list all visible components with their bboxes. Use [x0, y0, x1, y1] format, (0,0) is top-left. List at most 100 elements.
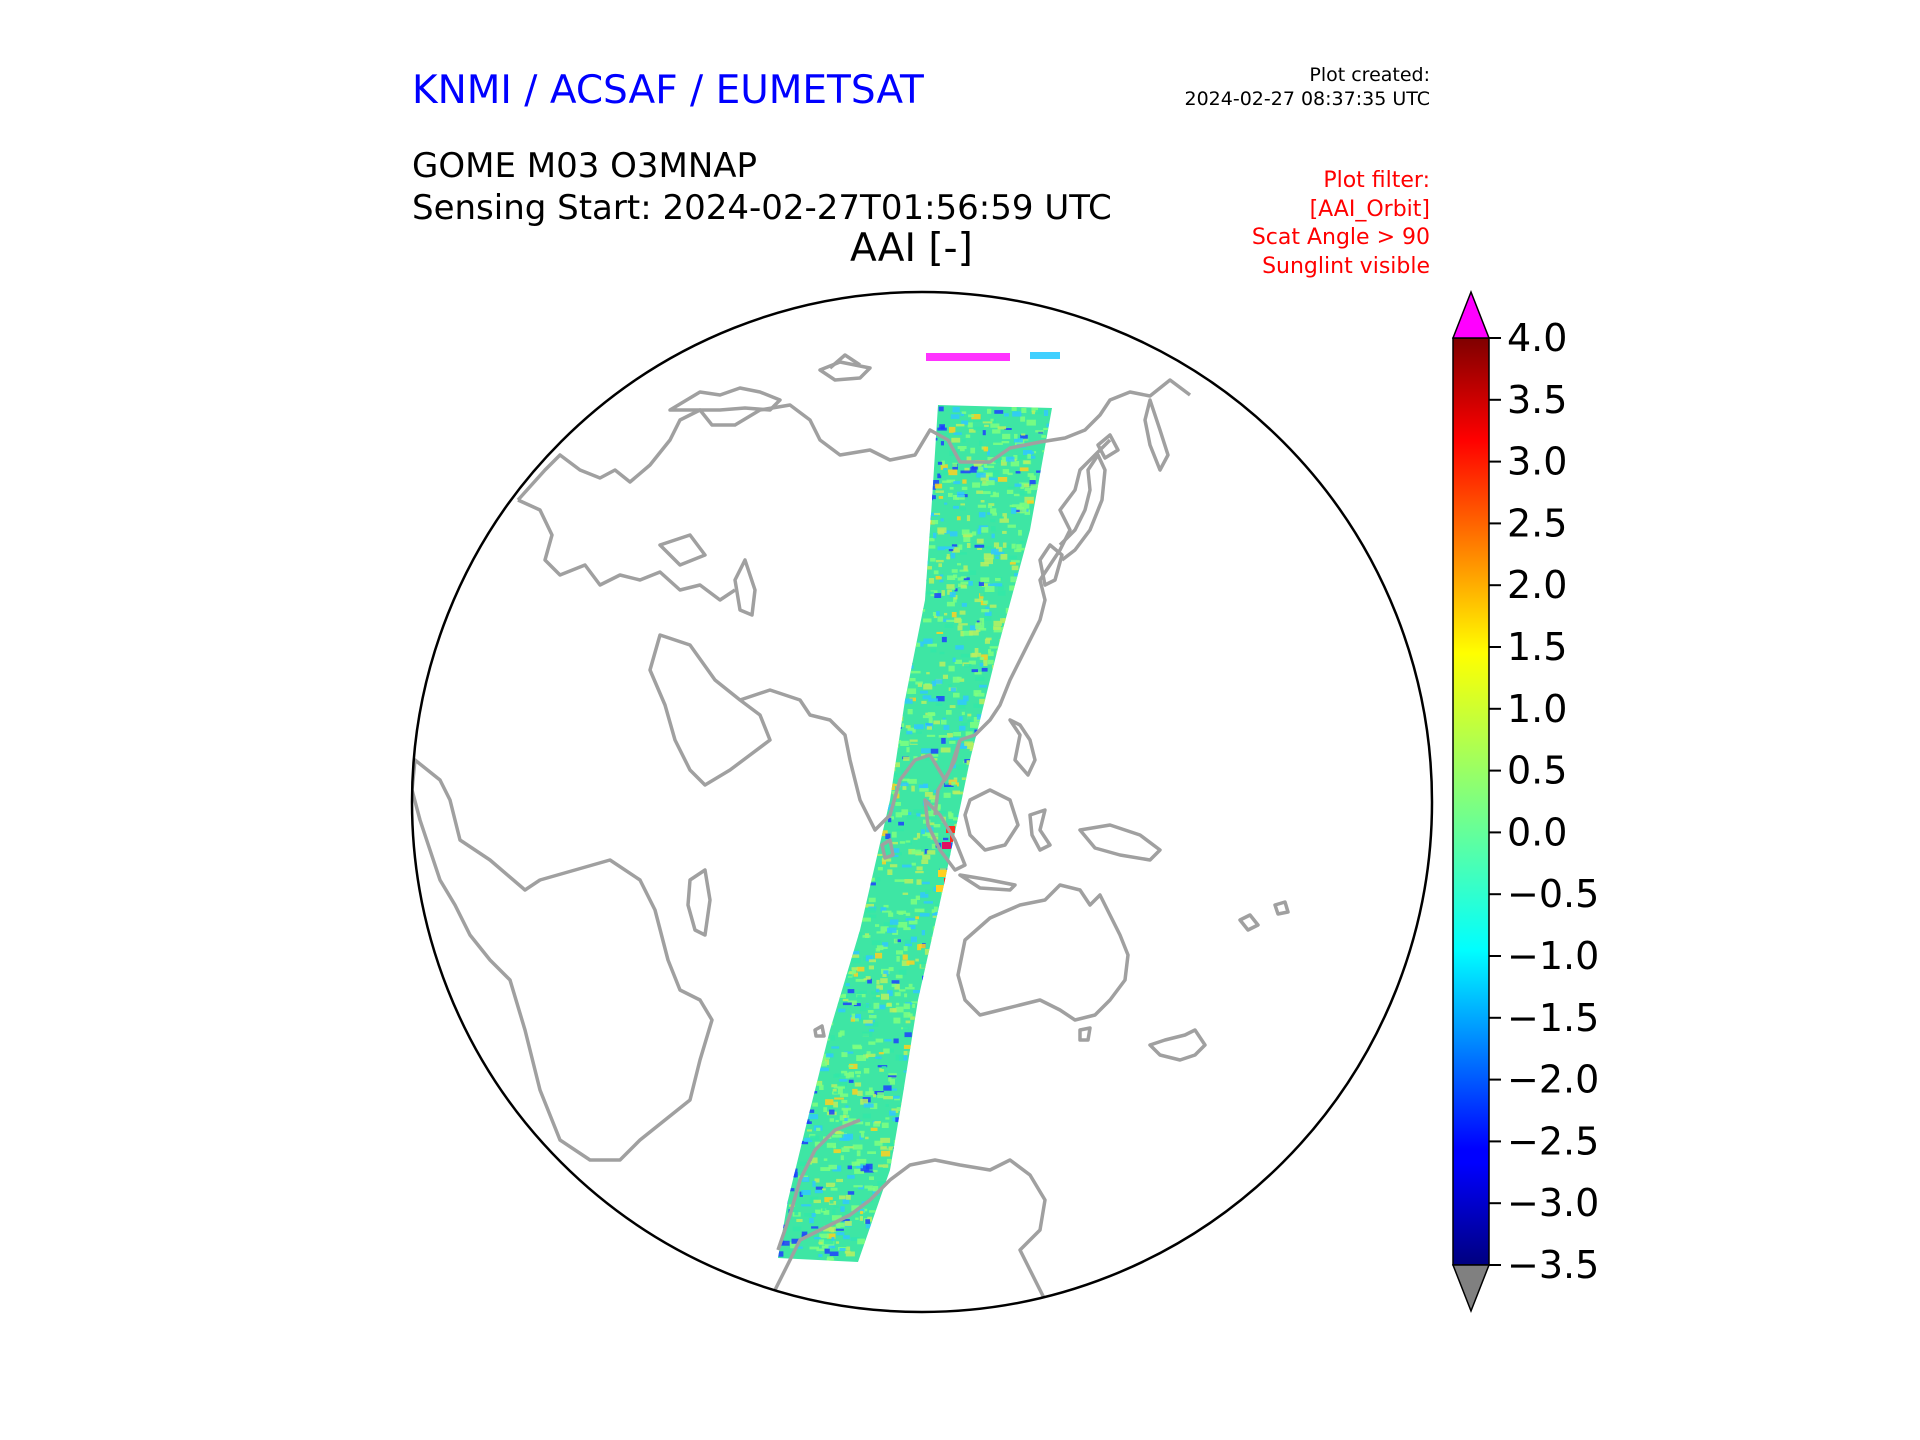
- swath-pixel: [841, 1099, 848, 1104]
- swath-pixel: [862, 1113, 871, 1119]
- swath-pixel: [1009, 504, 1014, 507]
- swath-pixel: [839, 1079, 848, 1082]
- swath-pixel: [825, 1053, 834, 1058]
- swath-pixel: [857, 1238, 865, 1245]
- swath-pixel: [959, 448, 965, 452]
- swath-pixel: [889, 1088, 897, 1091]
- swath-pixel: [961, 722, 968, 727]
- swath-pixel: [934, 512, 941, 516]
- swath-pixel: [1019, 491, 1028, 496]
- swath-pixel: [1012, 504, 1022, 507]
- swath-pixel: [1018, 529, 1022, 536]
- swath-pixel: [850, 1000, 857, 1005]
- swath-pixel: [887, 927, 897, 933]
- swath-pixel: [974, 598, 984, 603]
- colorbar-tick-label: −3.0: [1507, 1181, 1599, 1225]
- swath-pixel: [902, 778, 910, 782]
- swath-pixel: [801, 1204, 812, 1207]
- swath-pixel: [867, 1188, 876, 1191]
- swath-pixel: [914, 724, 924, 730]
- swath-pixel: [909, 925, 916, 929]
- swath-pixel: [834, 1186, 839, 1189]
- swath-pixel: [941, 737, 946, 744]
- swath-pixel: [1043, 427, 1049, 431]
- swath-pixel: [936, 631, 944, 634]
- swath-pixel: [825, 1099, 834, 1106]
- swath-pixel: [1019, 482, 1029, 485]
- swath-pixel: [889, 1078, 895, 1085]
- colorbar-tick-label: −1.0: [1507, 934, 1599, 978]
- swath-pixel: [904, 698, 913, 704]
- swath-pixel: [997, 426, 1007, 430]
- swath-pixel: [992, 470, 1000, 477]
- swath-pixel: [984, 611, 992, 616]
- swath-pixel: [971, 414, 981, 420]
- swath-pixel: [902, 954, 908, 960]
- coastline-korea: [1038, 543, 1064, 587]
- coastline-antarctic-peninsula: [776, 1118, 861, 1251]
- swath-pixel: [984, 615, 992, 621]
- swath-pixel: [942, 480, 951, 483]
- colorbar-tick-label: 4.0: [1507, 316, 1567, 360]
- swath-pixel: [879, 1068, 884, 1072]
- swath-pixel: [869, 1176, 874, 1180]
- swath-pixel: [968, 581, 973, 586]
- swath-pixel: [896, 910, 907, 914]
- swath-pixel: [921, 829, 925, 835]
- swath-pixel: [1016, 544, 1022, 551]
- swath-pixel: [914, 908, 925, 913]
- swath-pixel: [941, 618, 951, 622]
- coastline-eurasia-north: [516, 378, 1192, 502]
- swath-pixel: [883, 922, 893, 926]
- swath-pixel: [902, 892, 909, 895]
- swath-pixel: [913, 990, 921, 994]
- swath-pixel: [937, 616, 944, 622]
- swath-pixel: [910, 741, 918, 744]
- swath-pixel: [878, 1052, 884, 1055]
- swath-pixel: [893, 1038, 899, 1044]
- swath-pixel: [876, 995, 880, 998]
- swath-pixel: [793, 1172, 798, 1178]
- swath-pixel: [984, 558, 993, 565]
- swath-pixel: [882, 910, 892, 913]
- swath-pixel: [983, 600, 989, 605]
- swath-pixel: [814, 1190, 823, 1194]
- swath-pixel: [835, 1241, 840, 1244]
- swath-pixel: [980, 577, 990, 583]
- swath-pixel: [1015, 471, 1021, 474]
- swath-pixel: [991, 548, 999, 555]
- swath-pixel: [948, 426, 956, 433]
- swath-pixel: [864, 1170, 874, 1173]
- swath-pixel: [825, 1059, 830, 1065]
- swath-pixel: [940, 574, 944, 577]
- swath-pixel: [891, 983, 897, 988]
- swath-pixel: [846, 1246, 851, 1251]
- swath-pixel: [842, 998, 849, 1001]
- swath-pixel: [895, 939, 901, 943]
- swath-pixel: [905, 840, 911, 843]
- swath-pixel: [975, 676, 985, 681]
- swath-pixel: [1027, 455, 1036, 459]
- swath-pixel: [1019, 467, 1029, 472]
- swath-pixel: [1013, 493, 1020, 497]
- swath-pixel: [965, 731, 973, 736]
- swath-pixel: [875, 924, 880, 927]
- swath-pixel: [1020, 416, 1026, 422]
- swath-pixel: [935, 559, 944, 563]
- coastline-arabia: [648, 633, 772, 787]
- swath-pixel: [958, 623, 968, 626]
- swath-pixel: [847, 1165, 852, 1170]
- swath-pixel: [911, 1001, 919, 1004]
- swath-pixel: [847, 989, 855, 994]
- coastline-pacific-islands-2: [1273, 900, 1290, 916]
- swath-pixel: [1023, 460, 1030, 464]
- swath-pixel: [941, 460, 945, 466]
- swath-pixel: [916, 879, 922, 885]
- swath-pixel: [815, 1186, 824, 1190]
- colorbar-ticks: 4.0 3.5 3.0 2.5 2.0 1.5 1.0 0.5 0.0 −0.5 −1.0 −1.5 −…: [1489, 316, 1599, 1287]
- swath-pixel: [1012, 411, 1022, 417]
- swath-pixel: [921, 881, 930, 885]
- swath-pixel: [948, 665, 955, 672]
- coastline-svalbard: [828, 353, 861, 370]
- swath-pixel: [893, 762, 900, 768]
